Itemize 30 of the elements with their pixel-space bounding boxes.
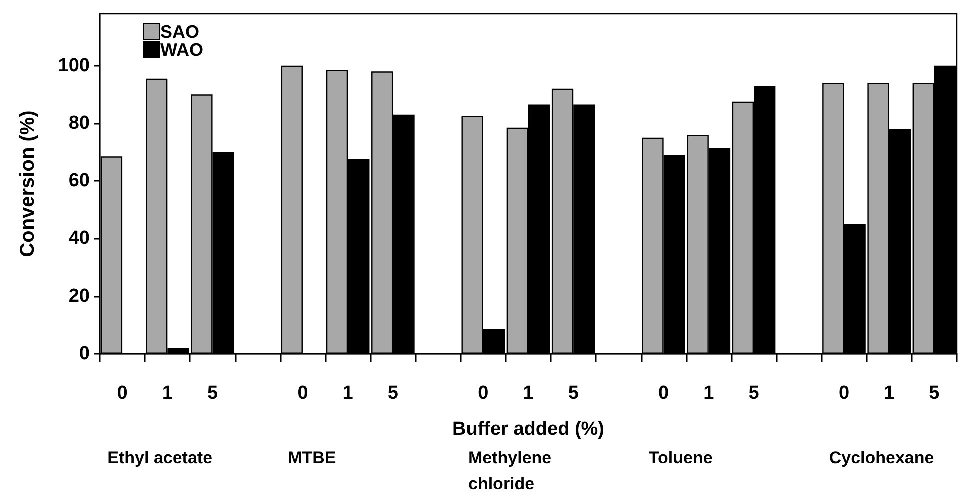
x-tick-label: 5 bbox=[748, 383, 760, 404]
text: Cyclohexane bbox=[829, 448, 934, 468]
x-tick-label: 5 bbox=[388, 383, 399, 404]
x-tick-label: 0 bbox=[478, 383, 489, 404]
x-axis-title: Buffer added (%) bbox=[452, 419, 604, 440]
text: Methylene chloride bbox=[468, 448, 556, 494]
y-tick-label: 20 bbox=[68, 286, 90, 307]
legend-label: SAO bbox=[160, 22, 200, 42]
x-tick-label: 1 bbox=[704, 383, 715, 404]
x-tick-label: 1 bbox=[162, 383, 174, 404]
x-tick-label: 1 bbox=[523, 383, 534, 404]
text: MTBE bbox=[288, 448, 336, 468]
x-tick-label: 0 bbox=[117, 383, 128, 404]
y-tick-label: 60 bbox=[68, 170, 90, 192]
text: Toluene bbox=[648, 448, 713, 468]
y-tick-label: 80 bbox=[68, 112, 90, 134]
x-tick-label: 1 bbox=[884, 383, 896, 404]
y-tick-label: 40 bbox=[68, 228, 90, 250]
x-tick-label: 0 bbox=[838, 383, 850, 404]
x-tick-label: 0 bbox=[658, 383, 670, 404]
x-tick-label: 0 bbox=[298, 383, 308, 404]
x-tick-label: 5 bbox=[929, 383, 940, 404]
text: Ethyl acetate bbox=[108, 448, 213, 468]
x-tick-label: 1 bbox=[342, 383, 354, 404]
x-tick-label: 5 bbox=[568, 383, 580, 404]
y-axis-title: Conversion (%) bbox=[17, 110, 39, 258]
y-tick-label: 100 bbox=[58, 55, 90, 76]
x-tick-label: 5 bbox=[207, 383, 218, 404]
y-tick-label: 0 bbox=[79, 344, 90, 364]
legend-label: WAO bbox=[160, 40, 204, 60]
